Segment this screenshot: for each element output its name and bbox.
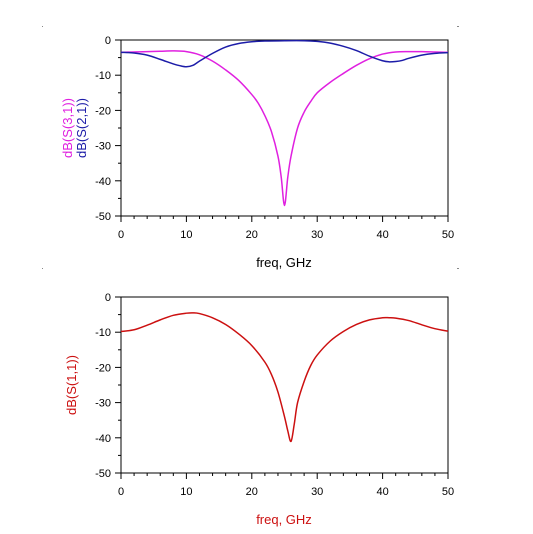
bottom-y-tick-label: -10 bbox=[95, 327, 111, 339]
x-axis-title-top: freq, GHz bbox=[256, 255, 312, 270]
bottom-x-tick-label: 30 bbox=[311, 486, 323, 498]
top-y-tick-label: -40 bbox=[95, 176, 111, 188]
corner-marker bbox=[457, 26, 459, 27]
chart-bottom: 0-10-20-30-40-50 0 10 20 30 40 50 dB(S(1,1)) … bbox=[64, 292, 454, 527]
y-axis-title-s11: dB(S(1,1)) bbox=[64, 355, 79, 415]
series-line-db-s-3-1 bbox=[120, 50, 449, 207]
y-axis-bottom: 0 -10 -20 -30 -40 -50 bbox=[95, 292, 121, 480]
top-x-tick-label: 20 bbox=[246, 229, 258, 241]
top-y-tick-label: -50 bbox=[95, 211, 111, 223]
bottom-y-tick-label: -30 bbox=[95, 398, 111, 410]
top-x-tick-label: 40 bbox=[376, 229, 388, 241]
bottom-x-tick-label: 40 bbox=[376, 486, 388, 498]
bottom-y-tick-label: 0 bbox=[105, 292, 111, 304]
series-group-top bbox=[120, 39, 449, 207]
top-y-tick-label: -30 bbox=[95, 141, 111, 153]
top-x-tick-label: 10 bbox=[180, 229, 192, 241]
top-y-tick-label: -20 bbox=[95, 105, 111, 117]
bottom-y-tick-label: -20 bbox=[95, 362, 111, 374]
series-line-db-s-2-1 bbox=[120, 39, 449, 68]
x-axis-title-bottom: freq, GHz bbox=[256, 512, 312, 527]
chart-top: 0-10-20-30-40-50 0 10 20 30 40 50 dB(S(3,1)) … bbox=[42, 26, 459, 270]
bottom-y-tick-label: -50 bbox=[95, 468, 111, 480]
bottom-y-tick-label: -40 bbox=[95, 433, 111, 445]
corner-marker bbox=[42, 26, 43, 27]
series-line-db-s-1-1 bbox=[120, 312, 449, 443]
plot-frame-bottom bbox=[120, 296, 449, 474]
top-x-tick-label: 0 bbox=[118, 229, 124, 241]
x-axis-bottom: 0 10 20 30 40 50 bbox=[118, 473, 454, 498]
y-axis-title-s21: dB(S(2,1)) bbox=[74, 98, 89, 158]
y-axis-top: 0 -10 -20 -30 -40 -50 bbox=[95, 35, 121, 223]
series-group-bottom bbox=[120, 312, 449, 443]
top-y-tick-label: 0 bbox=[105, 35, 111, 47]
top-x-tick-label: 50 bbox=[442, 229, 454, 241]
x-axis-top: 0 10 20 30 40 50 bbox=[118, 216, 454, 241]
bottom-x-tick-label: 0 bbox=[118, 486, 124, 498]
plot-frame-top bbox=[120, 39, 449, 217]
corner-marker bbox=[42, 268, 43, 269]
top-x-tick-label: 30 bbox=[311, 229, 323, 241]
bottom-x-tick-label: 20 bbox=[246, 486, 258, 498]
bottom-x-tick-label: 50 bbox=[442, 486, 454, 498]
top-y-tick-label: -10 bbox=[95, 70, 111, 82]
y-axis-title-s31: dB(S(3,1)) bbox=[60, 98, 75, 158]
bottom-x-tick-label: 10 bbox=[180, 486, 192, 498]
corner-marker bbox=[457, 268, 459, 269]
